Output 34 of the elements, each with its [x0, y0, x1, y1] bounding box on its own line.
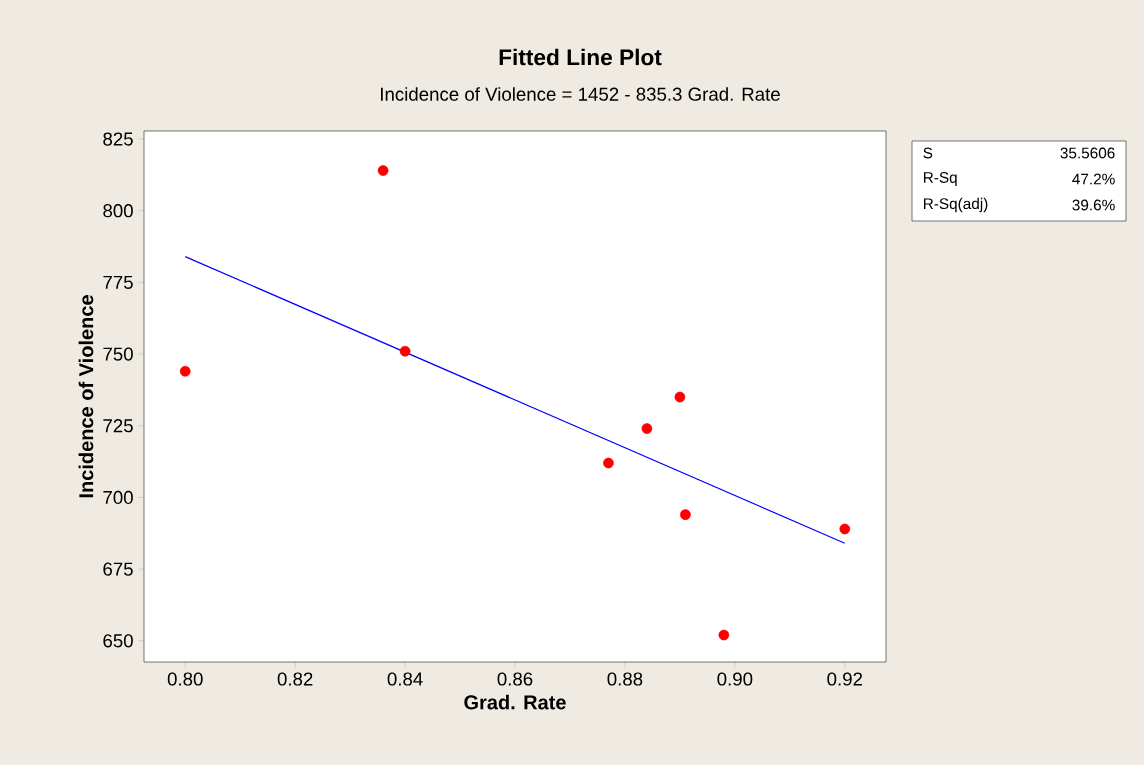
y-tick-label: 700 — [103, 490, 133, 505]
y-tick-label: 825 — [103, 132, 133, 146]
point — [680, 509, 691, 520]
x-axis-title: Grad. Rate — [464, 694, 566, 710]
point — [718, 629, 730, 641]
point — [674, 391, 686, 403]
x-tick-label: 0.82 — [277, 672, 313, 686]
point — [377, 165, 389, 176]
y-tick-label: 750 — [103, 347, 133, 361]
y-tick-label: 650 — [103, 634, 133, 648]
y-axis-title: Incidence of Violence — [78, 295, 94, 498]
y-tick-label: 675 — [103, 562, 133, 576]
x-tick-label: 0.80 — [167, 672, 203, 686]
point — [399, 345, 411, 357]
x-tick-label: 0.86 — [497, 672, 533, 686]
text: 47.2% — [1072, 173, 1115, 185]
text: R-Sq — [923, 172, 957, 186]
point — [641, 423, 653, 434]
x-tick-label: 0.88 — [607, 672, 643, 686]
chart-title: Fitted Line Plot — [499, 48, 662, 66]
text: 39.6% — [1072, 199, 1115, 211]
point — [603, 457, 614, 469]
point — [839, 523, 851, 535]
chart-subtitle: Incidence of Violence = 1452 - 835.3 Grad. Rate — [381, 87, 780, 101]
y-tick-label: 775 — [103, 275, 133, 289]
text: S — [923, 147, 933, 159]
x-tick-label: 0.84 — [387, 672, 423, 686]
y-tick-label: 800 — [103, 204, 133, 218]
x-tick-label: 0.90 — [717, 672, 753, 686]
y-tick-label: 725 — [103, 419, 133, 433]
point — [179, 365, 191, 377]
x-tick-label: 0.92 — [827, 672, 863, 686]
text: R-Sq(adj) — [923, 197, 988, 213]
text: 35.5606 — [1060, 147, 1115, 159]
